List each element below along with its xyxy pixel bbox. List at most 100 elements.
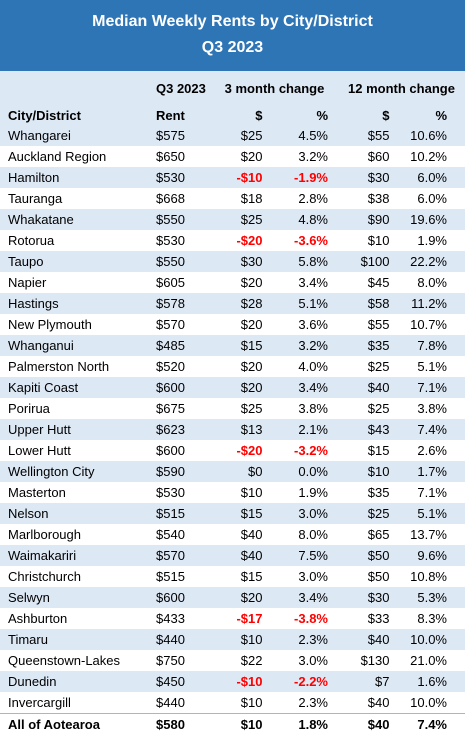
cell-p3: 3.0% [274, 650, 338, 671]
table-row: Invercargill $440 $10 2.3% $40 10.0% [0, 692, 465, 714]
cell-rent: $605 [153, 272, 211, 293]
cell-city: Whangarei [0, 125, 153, 146]
cell-city: Dunedin [0, 671, 153, 692]
cell-rent: $550 [153, 209, 211, 230]
cell-city: Napier [0, 272, 153, 293]
cell-p12: 8.0% [401, 272, 465, 293]
table-row: Palmerston North $520 $20 4.0% $25 5.1% [0, 356, 465, 377]
cell-p3: 1.9% [274, 482, 338, 503]
cell-p12: 5.1% [401, 503, 465, 524]
table-row: Ashburton $433 -$17 -3.8% $33 8.3% [0, 608, 465, 629]
cell-rent: $540 [153, 524, 211, 545]
cell-d3: $20 [211, 314, 275, 335]
cell-rent: $600 [153, 587, 211, 608]
total-city: All of Aotearoa [0, 713, 153, 735]
cell-p12: 5.3% [401, 587, 465, 608]
cell-city: Hamilton [0, 167, 153, 188]
cell-d3: -$10 [211, 671, 275, 692]
cell-p12: 1.9% [401, 230, 465, 251]
cell-d12: $10 [338, 230, 402, 251]
cell-rent: $600 [153, 440, 211, 461]
header-3-month: 3 month change [211, 71, 338, 107]
total-d3: $10 [211, 713, 275, 735]
cell-p3: -3.8% [274, 608, 338, 629]
table-row: Whangarei $575 $25 4.5% $55 10.6% [0, 125, 465, 146]
cell-d12: $40 [338, 377, 402, 398]
cell-d12: $43 [338, 419, 402, 440]
table-row: Nelson $515 $15 3.0% $25 5.1% [0, 503, 465, 524]
cell-d3: $10 [211, 482, 275, 503]
cell-rent: $520 [153, 356, 211, 377]
table-title: Median Weekly Rents by City/District [92, 13, 373, 30]
table-row: Lower Hutt $600 -$20 -3.2% $15 2.6% [0, 440, 465, 461]
cell-p3: 4.8% [274, 209, 338, 230]
cell-city: Waimakariri [0, 545, 153, 566]
cell-rent: $440 [153, 692, 211, 714]
cell-d3: $25 [211, 398, 275, 419]
cell-d3: $15 [211, 503, 275, 524]
cell-p12: 6.0% [401, 188, 465, 209]
cell-p12: 7.1% [401, 377, 465, 398]
cell-rent: $485 [153, 335, 211, 356]
cell-d3: $15 [211, 566, 275, 587]
cell-p3: 3.0% [274, 566, 338, 587]
header-d3: $ [211, 107, 275, 125]
cell-d3: $20 [211, 272, 275, 293]
cell-d12: $50 [338, 566, 402, 587]
cell-p3: 3.2% [274, 146, 338, 167]
cell-d12: $60 [338, 146, 402, 167]
table-row: Whanganui $485 $15 3.2% $35 7.8% [0, 335, 465, 356]
header-rent: Rent [153, 107, 211, 125]
cell-p3: 3.4% [274, 587, 338, 608]
cell-d12: $45 [338, 272, 402, 293]
cell-d12: $58 [338, 293, 402, 314]
cell-p3: 3.4% [274, 272, 338, 293]
cell-d12: $30 [338, 167, 402, 188]
cell-d3: $40 [211, 545, 275, 566]
cell-city: Christchurch [0, 566, 153, 587]
cell-d3: $0 [211, 461, 275, 482]
table-row: Christchurch $515 $15 3.0% $50 10.8% [0, 566, 465, 587]
cell-rent: $675 [153, 398, 211, 419]
cell-city: Auckland Region [0, 146, 153, 167]
cell-city: Whakatane [0, 209, 153, 230]
header-blank [0, 71, 153, 107]
cell-d12: $90 [338, 209, 402, 230]
cell-city: Upper Hutt [0, 419, 153, 440]
cell-p12: 19.6% [401, 209, 465, 230]
cell-d12: $38 [338, 188, 402, 209]
cell-p12: 10.6% [401, 125, 465, 146]
cell-d3: $20 [211, 356, 275, 377]
cell-rent: $433 [153, 608, 211, 629]
cell-d3: $40 [211, 524, 275, 545]
cell-city: Whanganui [0, 335, 153, 356]
cell-p12: 13.7% [401, 524, 465, 545]
cell-d12: $40 [338, 692, 402, 714]
cell-d12: $55 [338, 125, 402, 146]
cell-d3: $10 [211, 629, 275, 650]
cell-d12: $50 [338, 545, 402, 566]
cell-p3: 4.5% [274, 125, 338, 146]
cell-p12: 9.6% [401, 545, 465, 566]
cell-p3: 0.0% [274, 461, 338, 482]
cell-rent: $515 [153, 503, 211, 524]
cell-d3: $10 [211, 692, 275, 714]
total-rent: $580 [153, 713, 211, 735]
cell-city: Wellington City [0, 461, 153, 482]
cell-d12: $25 [338, 398, 402, 419]
table-row: Hamilton $530 -$10 -1.9% $30 6.0% [0, 167, 465, 188]
cell-rent: $650 [153, 146, 211, 167]
cell-p3: 2.1% [274, 419, 338, 440]
table-row: Hastings $578 $28 5.1% $58 11.2% [0, 293, 465, 314]
cell-d12: $30 [338, 587, 402, 608]
table-subtitle: Q3 2023 [201, 39, 264, 56]
total-d12: $40 [338, 713, 402, 735]
cell-rent: $450 [153, 671, 211, 692]
cell-city: Nelson [0, 503, 153, 524]
cell-d12: $15 [338, 440, 402, 461]
cell-p12: 11.2% [401, 293, 465, 314]
cell-rent: $575 [153, 125, 211, 146]
cell-city: Kapiti Coast [0, 377, 153, 398]
cell-rent: $578 [153, 293, 211, 314]
cell-d3: $25 [211, 125, 275, 146]
